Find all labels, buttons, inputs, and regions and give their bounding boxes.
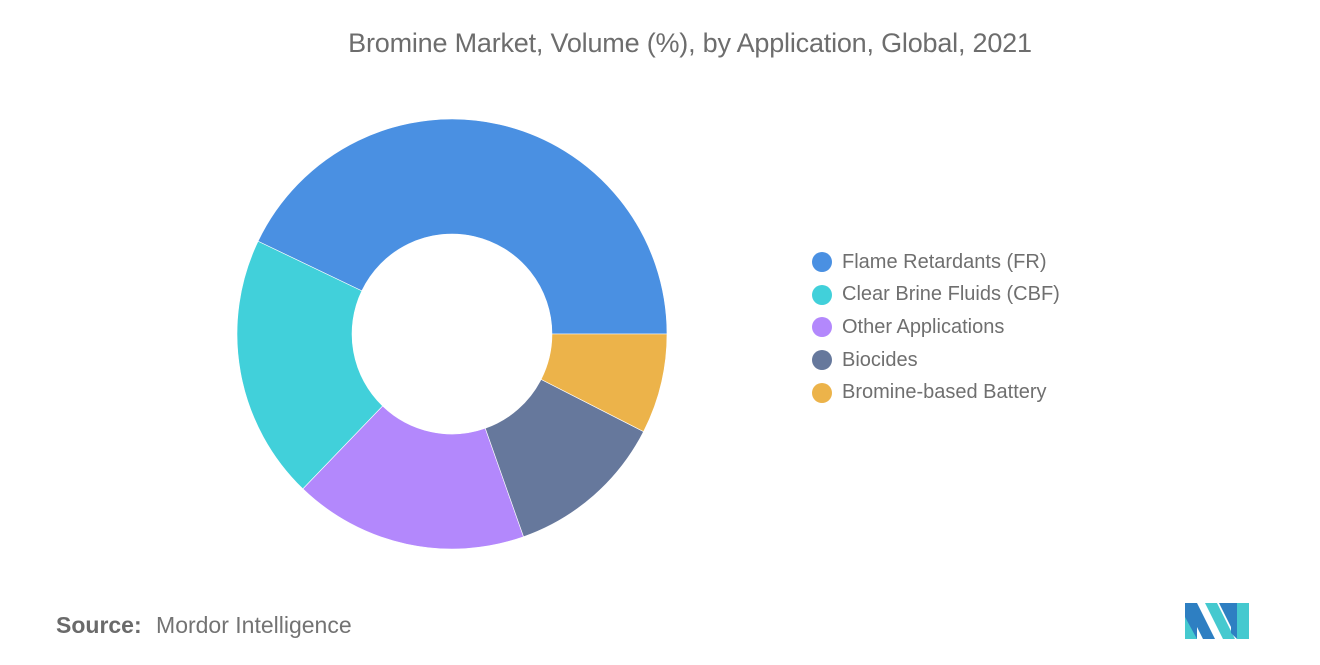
chart-title: Bromine Market, Volume (%), by Applicati… xyxy=(348,28,1032,58)
legend-swatch-icon xyxy=(812,382,832,403)
source-value: Mordor Intelligence xyxy=(156,612,352,638)
legend-label: Biocides xyxy=(842,348,918,371)
donut-slice-clear-brine-fluids-cbf[interactable] xyxy=(236,240,384,490)
legend-label: Flame Retardants (FR) xyxy=(842,250,1047,273)
legend-item-clear-brine-fluids[interactable]: Clear Brine Fluids (CBF) xyxy=(812,279,1060,312)
legend-label: Clear Brine Fluids (CBF) xyxy=(842,283,1060,306)
legend-item-bromine-based-battery[interactable]: Bromine-based Battery xyxy=(812,376,1060,409)
legend-swatch-icon xyxy=(812,317,832,338)
legend-item-biocides[interactable]: Biocides xyxy=(812,344,1060,377)
source-label: Source: xyxy=(56,612,142,638)
source-note: Source: Mordor Intelligence xyxy=(56,612,352,639)
mordor-intelligence-logo-icon xyxy=(1185,603,1251,639)
donut-slice-flame-retardants-fr[interactable] xyxy=(257,118,668,335)
donut-slice-bromine-based-battery[interactable] xyxy=(540,333,668,433)
legend-label: Bromine-based Battery xyxy=(842,381,1047,404)
donut-slice-other-applications[interactable] xyxy=(302,405,524,550)
legend-item-other-applications[interactable]: Other Applications xyxy=(812,311,1060,344)
legend-label: Other Applications xyxy=(842,315,1005,338)
legend-swatch-icon xyxy=(812,350,832,371)
legend-swatch-icon xyxy=(812,252,832,273)
chart-legend: Flame Retardants (FR) Clear Brine Fluids… xyxy=(812,246,1060,409)
legend-swatch-icon xyxy=(812,284,832,305)
legend-item-flame-retardants[interactable]: Flame Retardants (FR) xyxy=(812,246,1060,279)
